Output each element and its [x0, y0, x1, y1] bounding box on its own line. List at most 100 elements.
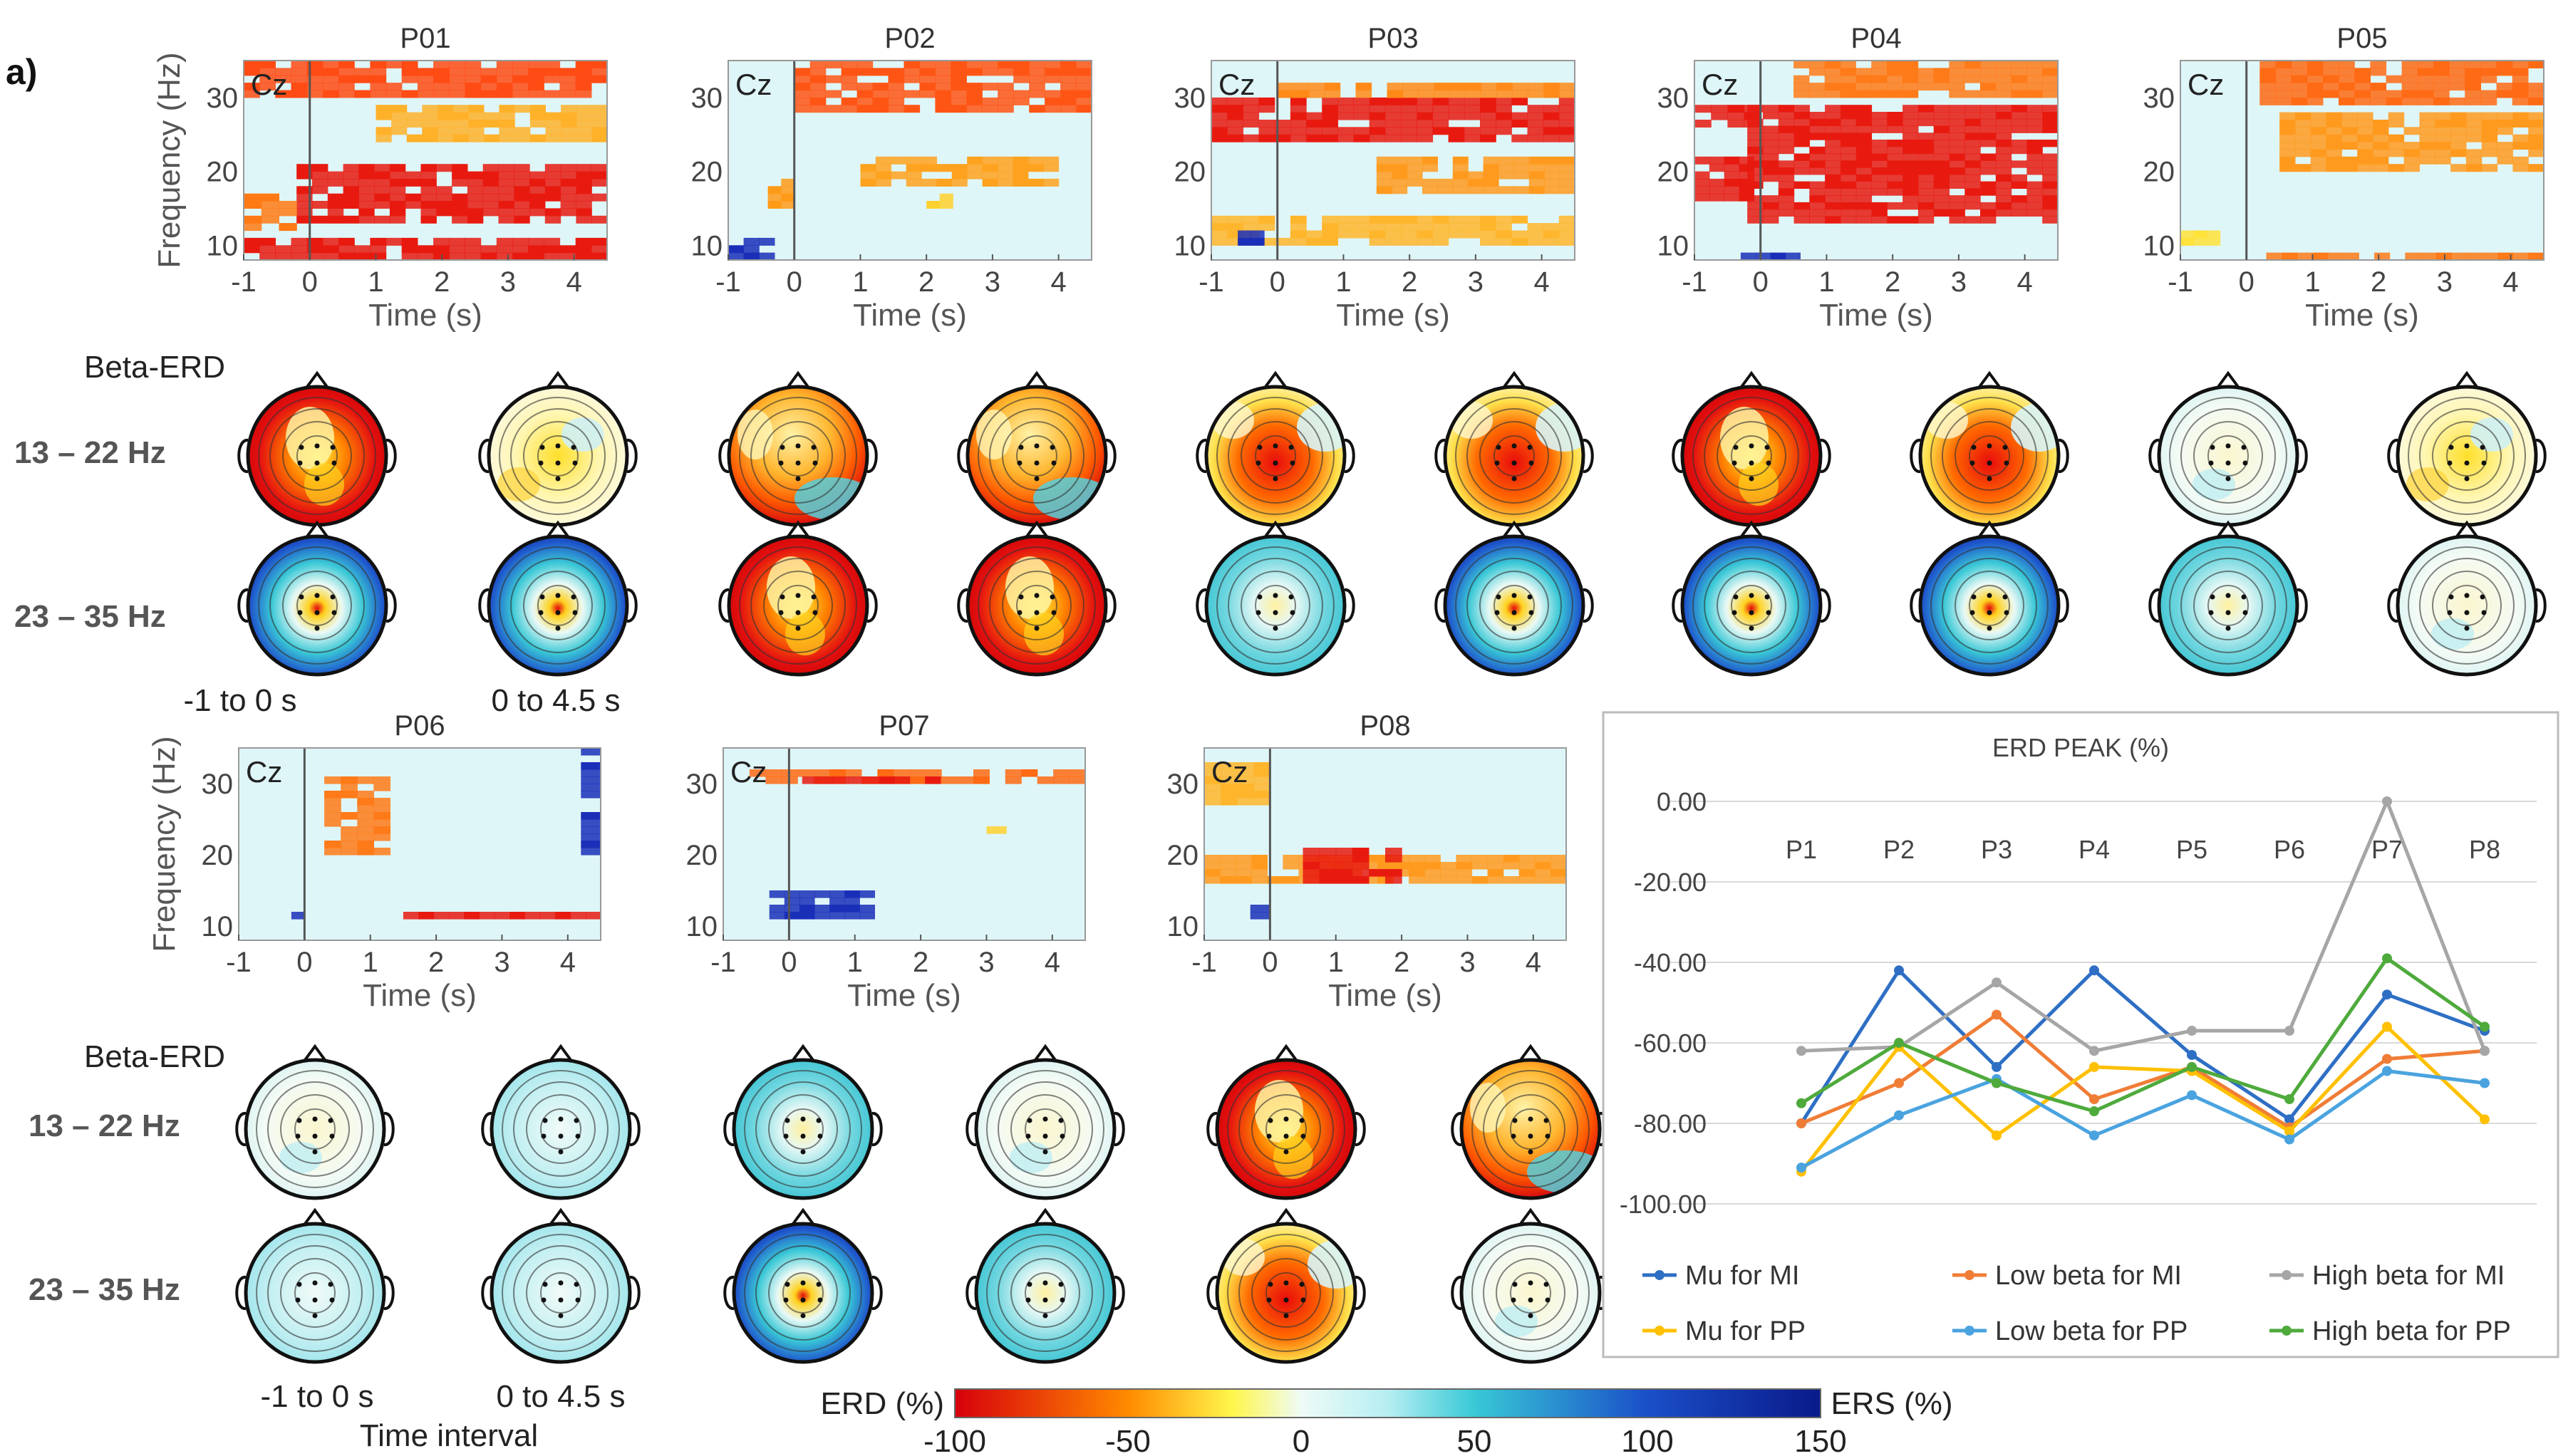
- heatmap-cell: [1809, 118, 1826, 127]
- heatmap-cell: [544, 90, 561, 98]
- heatmap-cell: [2291, 61, 2308, 68]
- heatmap-cell: [1384, 97, 1402, 105]
- heatmap-cell: [2512, 112, 2529, 120]
- heatmap-cell: [2354, 83, 2371, 91]
- heatmap-cell: [1964, 188, 1981, 196]
- heatmap-cell: [1825, 167, 1841, 175]
- heatmap-cell: [1306, 127, 1322, 135]
- heatmap-cell: [1763, 153, 1779, 161]
- y-tick-label: 30: [1657, 83, 1689, 114]
- heatmap-cell: [244, 90, 260, 98]
- heatmap-cell: [1871, 209, 1888, 217]
- heatmap-cell: [2042, 68, 2059, 76]
- heatmap-cell: [514, 178, 530, 187]
- heatmap-cell: [1258, 237, 1275, 246]
- heatmap-cell: [1449, 90, 1466, 98]
- data-point: [2284, 1134, 2294, 1145]
- heatmap-cell: [1322, 215, 1338, 224]
- heatmap-cell: [799, 890, 815, 898]
- heatmap-cell: [2322, 83, 2339, 91]
- heatmap-cell: [1237, 776, 1254, 784]
- data-point: [2480, 1046, 2490, 1056]
- heatmap-cell: [1027, 156, 1044, 165]
- heatmap-cell: [401, 245, 418, 254]
- heatmap-cell: [1274, 134, 1291, 142]
- heatmap-cell: [2042, 216, 2059, 224]
- heatmap-cell: [496, 61, 513, 68]
- heatmap-cell: [799, 898, 815, 905]
- heatmap-cell: [1402, 83, 1419, 91]
- heatmap-cell: [1694, 156, 1710, 165]
- heatmap-cell: [544, 68, 561, 76]
- heatmap-cell: [1384, 223, 1402, 232]
- heatmap-cell: [1401, 230, 1417, 239]
- heatmap-cell: [794, 105, 811, 113]
- heatmap-cell: [465, 75, 482, 83]
- heatmap-cell: [1448, 223, 1465, 232]
- heatmap-cell: [2279, 142, 2296, 150]
- x-tick-label: 2: [1394, 947, 1409, 978]
- heatmap-cell: [1824, 75, 1841, 83]
- heatmap-cell: [1917, 160, 1935, 168]
- heatmap-cell: [259, 61, 276, 68]
- heatmap-cell: [1401, 97, 1417, 105]
- heatmap-cell: [998, 61, 1014, 68]
- heatmap-cell: [935, 90, 951, 98]
- heatmap-cell: [498, 201, 514, 209]
- heatmap-cell: [559, 75, 576, 83]
- heatmap-cell: [327, 215, 344, 224]
- heatmap-cell: [2435, 156, 2451, 165]
- heatmap-cell: [1483, 178, 1499, 187]
- heatmap-cell: [1407, 178, 1423, 187]
- heatmap-cell: [2294, 134, 2311, 142]
- heatmap-cell: [341, 776, 358, 784]
- heatmap-cell: [1739, 171, 1755, 180]
- y-tick-label: 0.00: [1657, 787, 1707, 816]
- heatmap-cell: [1496, 112, 1512, 120]
- y-tick-label: 10: [691, 230, 723, 261]
- y-tick-label: 10: [686, 911, 718, 942]
- heatmap-cell: [982, 97, 998, 105]
- heatmap-cell: [1949, 195, 1965, 203]
- heatmap-cell: [919, 75, 936, 83]
- heatmap-cell: [357, 798, 374, 806]
- heatmap-cell: [1871, 68, 1888, 76]
- heatmap-cell: [1283, 876, 1300, 884]
- heatmap-cell: [464, 912, 480, 920]
- heatmap-cell: [1211, 127, 1228, 135]
- heatmap-cell: [2011, 202, 2027, 210]
- heatmap-cell: [1763, 140, 1779, 147]
- heatmap-cell: [2026, 68, 2043, 76]
- heatmap-cell: [967, 164, 983, 172]
- heatmap-cell: [261, 215, 279, 224]
- heatmap-cell: [1468, 178, 1484, 187]
- heatmap-cell: [1809, 125, 1826, 133]
- heatmap-cell: [1417, 215, 1434, 224]
- heatmap-cell: [2307, 83, 2324, 91]
- heatmap-cell: [1290, 215, 1307, 224]
- heatmap-cell: [422, 112, 438, 120]
- heatmap-cell: [1393, 862, 1409, 870]
- heatmap-cell: [1384, 134, 1402, 142]
- heatmap-cell: [935, 97, 951, 105]
- heatmap-cell: [498, 215, 514, 224]
- heatmap-cell: [291, 237, 308, 246]
- heatmap-cell: [939, 193, 953, 202]
- heatmap-cell: [1871, 160, 1888, 168]
- heatmap-cell: [1258, 97, 1275, 105]
- heatmap-cell: [545, 112, 561, 120]
- heatmap-cell: [1949, 118, 1965, 127]
- heatmap-cell: [467, 178, 484, 187]
- heatmap-cell: [1949, 112, 1965, 120]
- data-point: [2284, 1114, 2294, 1125]
- heatmap-cell: [545, 134, 561, 142]
- heatmap-cell: [1871, 125, 1888, 133]
- heatmap-cell: [1238, 237, 1252, 246]
- data-point: [2480, 1078, 2490, 1088]
- heatmap-cell: [998, 171, 1013, 180]
- heatmap-cell: [1481, 90, 1497, 98]
- data-point: [1992, 1130, 2002, 1140]
- heatmap-cell: [921, 178, 937, 187]
- heatmap-cell: [341, 784, 358, 791]
- heatmap-cell: [2357, 142, 2373, 150]
